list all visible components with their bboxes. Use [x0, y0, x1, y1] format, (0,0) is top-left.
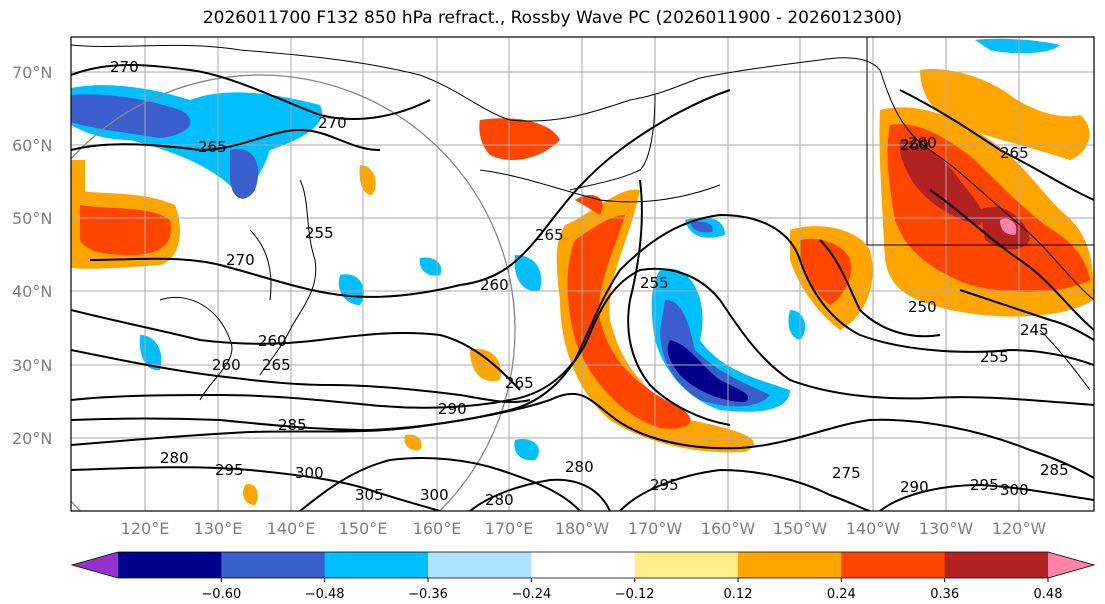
- colorbar-outline: [70, 551, 1096, 579]
- lon-label: 150°W: [773, 519, 828, 538]
- lon-label: 130°W: [919, 519, 974, 538]
- contour-label: 295: [650, 476, 679, 494]
- colorbar-tick-label: 0.24: [827, 587, 856, 602]
- contour-label: 295: [970, 476, 999, 494]
- colorbar-segment: [738, 552, 842, 578]
- lat-label: 50°N: [12, 209, 52, 228]
- colorbar-tick-label: 0.36: [930, 587, 959, 602]
- contour-label: 300: [295, 464, 324, 482]
- colorbar-segment: [944, 552, 1049, 578]
- lon-label: 160°E: [413, 519, 462, 538]
- colorbar-tick-label: −0.48: [305, 587, 345, 602]
- colorbar-extend-high: [1048, 552, 1094, 578]
- contour-label: 285: [1040, 461, 1069, 479]
- contour-labels: 270 265 270 260 265 255 260 260 265 255 …: [110, 58, 1069, 509]
- contour-label: 265: [198, 138, 227, 156]
- contour-label: 300: [420, 486, 449, 504]
- contour-label: 285: [278, 416, 307, 434]
- contour-label: 245: [1020, 321, 1049, 339]
- lat-label: 30°N: [12, 356, 52, 375]
- latitude-labels: 20°N 30°N 40°N 50°N 60°N 70°N: [12, 63, 52, 448]
- lon-label: 120°W: [992, 519, 1047, 538]
- colorbar-segment: [324, 552, 429, 578]
- lat-label: 60°N: [12, 136, 52, 155]
- contour-label: 260: [212, 356, 241, 374]
- contours: [71, 64, 1094, 511]
- colorbar-segment: [531, 552, 636, 578]
- lat-label: 20°N: [12, 429, 52, 448]
- contour-label: 270: [226, 251, 255, 269]
- colorbar-segment: [841, 552, 946, 578]
- colorbar-tick-label: −0.60: [201, 587, 241, 602]
- contour-label: 270: [110, 58, 139, 76]
- colorbar-extend-low: [72, 552, 118, 578]
- colorbar-tick-label: 0.48: [1034, 587, 1063, 602]
- lat-label: 40°N: [12, 282, 52, 301]
- contour-label: 295: [215, 461, 244, 479]
- contour-label: 265: [535, 226, 564, 244]
- lon-label: 170°W: [628, 519, 683, 538]
- contour-label: 300: [1000, 481, 1029, 499]
- anomaly-shading: [71, 38, 1094, 505]
- lat-label: 70°N: [12, 63, 52, 82]
- colorbar-segment: [634, 552, 739, 578]
- contour-label: 260: [908, 134, 937, 152]
- contour-label: 255: [640, 274, 669, 292]
- lon-label: 120°E: [121, 519, 170, 538]
- contour-label: 275: [832, 464, 861, 482]
- lon-label: 150°E: [339, 519, 388, 538]
- colorbar-segment: [118, 552, 222, 578]
- colorbar-segment: [428, 552, 532, 578]
- lon-label: 160°W: [701, 519, 756, 538]
- contour-label: 280: [160, 449, 189, 467]
- contour-label: 280: [565, 458, 594, 476]
- colorbar-tick-label: −0.12: [615, 587, 655, 602]
- lon-label: 140°E: [267, 519, 316, 538]
- plot-frame: [70, 36, 1095, 512]
- contour-label: 305: [355, 486, 384, 504]
- contour-label: 260: [900, 136, 929, 154]
- lon-label: 180°W: [555, 519, 610, 538]
- lon-label: 170°E: [485, 519, 534, 538]
- contour-label: 260: [480, 276, 509, 294]
- lon-label: 140°W: [846, 519, 901, 538]
- contour-label: 280: [485, 491, 514, 509]
- colorbar-segment: [221, 552, 326, 578]
- map-title: 2026011700 F132 850 hPa refract., Rossby…: [202, 8, 903, 28]
- contour-label: 265: [262, 356, 291, 374]
- colorbar-tick-label: −0.36: [408, 587, 448, 602]
- contour-label: 270: [318, 114, 347, 132]
- longitude-labels: 120°E 130°E 140°E 150°E 160°E 170°E 180°…: [121, 519, 1047, 538]
- colorbar-tick-label: −0.24: [511, 587, 551, 602]
- graticule: [71, 37, 1094, 511]
- lon-label: 130°E: [194, 519, 243, 538]
- contour-label: 255: [305, 224, 334, 242]
- coastlines: [71, 37, 1094, 401]
- contour-label: 290: [900, 478, 929, 496]
- contour-label: 260: [258, 332, 287, 350]
- contour-label: 255: [980, 348, 1009, 366]
- contour-label: 265: [1000, 144, 1029, 162]
- reference-circle: [71, 74, 516, 511]
- contour-label: 265: [505, 374, 534, 392]
- colorbar-tick-label: 0.12: [724, 587, 753, 602]
- contour-label: 250: [908, 298, 937, 316]
- colorbar: −0.60 −0.48 −0.36 −0.24 −0.12 0.12 0.24 0.36 0.4…: [70, 551, 1096, 602]
- contour-label: 290: [438, 400, 467, 418]
